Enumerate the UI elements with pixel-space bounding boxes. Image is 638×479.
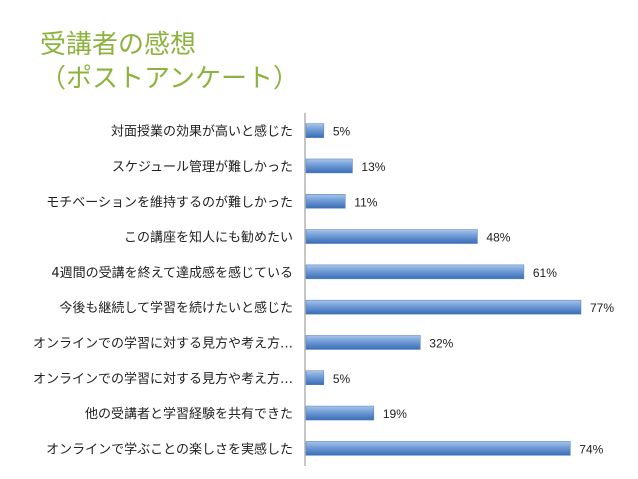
value-label: 77% [590,301,614,315]
value-label: 5% [333,125,351,139]
category-label: モチベーションを維持するのが難しかった [46,195,293,210]
category-label: オンラインでの学習に対する見方や考え方… [33,371,293,387]
chart-title-line2: （ポストアンケート） [40,64,299,94]
value-label: 5% [333,372,351,386]
bar [305,123,325,138]
value-label: 61% [533,266,557,280]
bar [305,264,525,280]
bar [305,441,571,456]
category-label: オンラインでの学習に対する見方や考え方… [33,335,293,351]
bars-group: 対面授業の効果が高いと感じた 5% スケジュール管理が難しかった 13% モチベーション… [33,123,614,457]
category-label: 今後も継続して学習を続けたいと感じた [59,300,293,316]
bar [305,405,375,421]
category-label: 4週間の受講を終えて達成感を感じている [51,265,293,281]
bar [305,335,421,350]
bar [305,229,478,244]
category-label: 対面授業の効果が高いと感じた [111,124,293,140]
chart-title: 受講者の感想 （ポストアンケート） [40,28,299,96]
bar [305,299,582,315]
value-label: 32% [429,336,453,350]
value-label: 74% [579,442,603,456]
category-label: この講座を知人にも勧めたい [124,230,293,246]
value-label: 13% [361,160,385,174]
category-label: スケジュール管理が難しかった [112,160,293,175]
bar [305,158,353,174]
value-label: 11% [354,195,377,209]
chart-title-line1: 受講者の感想 [40,30,197,60]
category-label: 他の受講者と学習経験を共有できた [85,406,293,422]
value-label: 48% [486,231,510,245]
bar [305,370,325,385]
value-label: 19% [383,407,407,421]
category-label: オンラインで学ぶことの楽しさを実感した [46,441,293,457]
bar [305,194,346,209]
